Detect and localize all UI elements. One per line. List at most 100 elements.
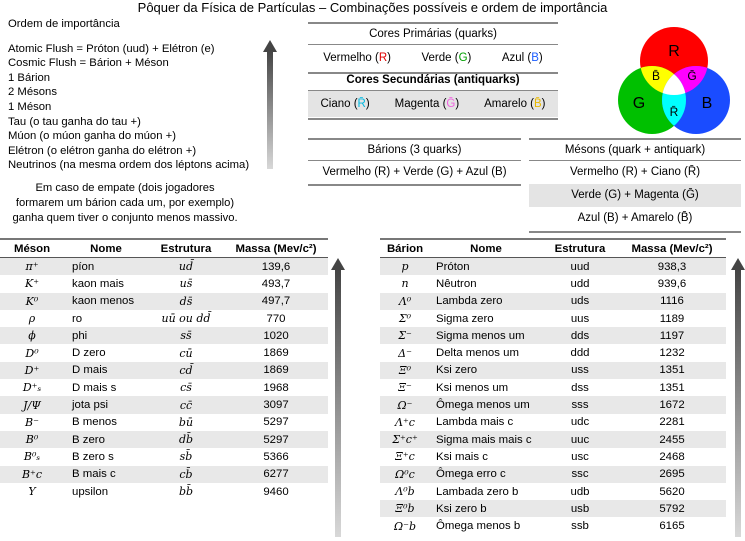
venn-label-gbar: Ḡ bbox=[687, 69, 696, 83]
baryon-structure: uud bbox=[542, 257, 618, 276]
baryon-symbol: Ω⁰c bbox=[380, 465, 430, 483]
baryon-row: Ω⁻ Ômega menos um sss 1672 bbox=[380, 396, 726, 414]
baryon-symbol: Ξ⁰ bbox=[380, 361, 430, 380]
meson-name: B mais c bbox=[64, 465, 148, 483]
meson-mass: 1869 bbox=[224, 361, 328, 380]
baryon-row: Ω⁻b Ômega menos b ssb 6165 bbox=[380, 517, 726, 534]
baryon-row: Λ⁰ Lambda zero uds 1116 bbox=[380, 292, 726, 310]
secondary-yellow: Amarelo (B̄) bbox=[484, 98, 546, 110]
baryon-symbol: Λ⁰ bbox=[380, 292, 430, 310]
secondary-magenta: Magenta (Ḡ) bbox=[394, 98, 460, 110]
baryon-name: Ksi mais c bbox=[436, 450, 488, 463]
meson-row: B⁺c B mais c cb̄ 6277 bbox=[0, 465, 328, 483]
baryon-structure: sss bbox=[542, 396, 618, 414]
meson-structure: cs̄ bbox=[180, 381, 192, 395]
meson-mass: 1968 bbox=[263, 381, 289, 394]
venn-white-center bbox=[662, 66, 686, 95]
primary-green: Verde (G) bbox=[421, 52, 472, 64]
baryon-structure: ddd bbox=[570, 347, 590, 360]
baryon-name: Ksi menos um bbox=[436, 381, 509, 394]
importance-arrow-shaft bbox=[267, 51, 273, 169]
baryon-structure: ssc bbox=[542, 465, 618, 483]
meson-combo-2: Verde (G) + Magenta (Ḡ) bbox=[529, 184, 741, 207]
meson-row: B⁰ B zero db̄ 5297 bbox=[0, 430, 328, 449]
ranking-item: Atomic Flush = Próton (uud) + Elétron (e… bbox=[8, 42, 215, 55]
baryon-mass: 1351 bbox=[659, 381, 685, 394]
baryon-symbol: Ω⁻b bbox=[394, 519, 416, 533]
baryon-name: Sigma mais mais c bbox=[430, 430, 542, 449]
primary-colors-title: Cores Primárias (quarks) bbox=[308, 24, 558, 45]
baryon-name: Próton bbox=[430, 257, 542, 276]
meson-mass-arrow-shaft bbox=[335, 269, 341, 537]
baryon-header-symbol: Bárion bbox=[380, 238, 430, 258]
meson-structure: ud̄ bbox=[148, 257, 224, 276]
baryon-mass: 939,6 bbox=[657, 277, 687, 290]
baryon-mass: 2695 bbox=[618, 465, 726, 483]
ranking-item: 1 Méson bbox=[8, 100, 52, 113]
meson-structure: cd̄ bbox=[148, 361, 224, 380]
meson-symbol: B⁻ bbox=[25, 415, 39, 429]
meson-row: π⁺ píon ud̄ 139,6 bbox=[0, 257, 328, 276]
baryon-mass: 2455 bbox=[618, 430, 726, 449]
meson-name: B zero bbox=[64, 430, 148, 449]
meson-name: ro bbox=[72, 312, 83, 325]
baryon-name: Lambada zero b bbox=[436, 485, 519, 498]
baryon-row: Ξ⁰ Ksi zero uss 1351 bbox=[380, 361, 726, 380]
meson-row: B⁻ B menos bū 5297 bbox=[0, 414, 328, 431]
baryon-mass-arrow-icon bbox=[731, 258, 745, 270]
meson-structure: uū ou dd̄ bbox=[161, 312, 211, 326]
secondary-colors-title: Cores Secundárias (antiquarks) bbox=[308, 70, 558, 91]
meson-symbol: B⁰ bbox=[0, 430, 64, 449]
baryon-symbol: Ξ⁻ bbox=[398, 381, 412, 395]
meson-header-symbol: Méson bbox=[0, 238, 64, 258]
meson-mass: 9460 bbox=[263, 485, 289, 498]
meson-mass: 1869 bbox=[263, 347, 289, 360]
meson-header-name: Nome bbox=[64, 238, 148, 258]
meson-name: D mais s bbox=[72, 381, 117, 394]
venn-label-rbar: R̄ bbox=[670, 105, 679, 119]
baryon-name: Ômega menos um bbox=[430, 396, 542, 414]
baryon-header-name: Nome bbox=[430, 238, 542, 258]
primary-blue: Azul (B) bbox=[501, 52, 543, 64]
meson-row: K⁺ kaon mais us̄ 493,7 bbox=[0, 275, 328, 292]
meson-row: K⁰ kaon menos ds̄ 497,7 bbox=[0, 292, 328, 310]
meson-symbol: B⁺c bbox=[0, 465, 64, 483]
ranking-item: Elétron (o elétron ganha do elétron +) bbox=[8, 144, 197, 157]
secondary-colors-box: Cores Secundárias (antiquarks) Ciano (R̄… bbox=[308, 70, 558, 120]
baryon-combo-box: Bárions (3 quarks) Vermelho (R) + Verde … bbox=[308, 138, 521, 186]
baryon-name: Delta menos um bbox=[436, 347, 519, 360]
baryon-row: Ξ⁻ Ksi menos um dss 1351 bbox=[380, 379, 726, 396]
meson-structure: cc̄ bbox=[148, 396, 224, 414]
meson-structure: ss̄ bbox=[148, 327, 224, 345]
baryon-name: Nêutron bbox=[436, 277, 477, 290]
baryon-row: Σ⁰ Sigma zero uus 1189 bbox=[380, 310, 726, 327]
baryon-mass: 5620 bbox=[659, 485, 685, 498]
baryon-symbol: Λ⁰b bbox=[395, 485, 415, 498]
meson-structure: ds̄ bbox=[148, 292, 224, 310]
venn-label-bbar: B̄ bbox=[652, 69, 660, 83]
baryon-mass: 5792 bbox=[618, 500, 726, 518]
baryon-combo-value: Vermelho (R) + Verde (G) + Azul (B) bbox=[322, 166, 507, 178]
baryon-table: Bárion Nome Estrutura Massa (Mev/c²) p Pr… bbox=[380, 238, 726, 535]
meson-symbol: J/Ψ bbox=[0, 396, 64, 414]
meson-mass: 1020 bbox=[224, 327, 328, 345]
meson-symbol: π⁺ bbox=[0, 257, 64, 276]
baryon-mass: 2468 bbox=[659, 450, 685, 463]
primary-colors-box: Cores Primárias (quarks) Vermelho (R) Ve… bbox=[308, 22, 558, 74]
meson-row: ρ ro uū ou dd̄ 770 bbox=[0, 310, 328, 327]
meson-name: kaon mais bbox=[72, 277, 124, 290]
primary-red: Vermelho (R) bbox=[323, 52, 392, 64]
meson-mass: 5366 bbox=[263, 450, 289, 463]
baryon-mass: 2281 bbox=[659, 416, 685, 429]
color-venn-diagram: R G B B̄ Ḡ R̄ bbox=[618, 27, 730, 134]
meson-combo-box: Mésons (quark + antiquark) Vermelho (R) … bbox=[529, 138, 741, 233]
meson-row: J/Ψ jota psi cc̄ 3097 bbox=[0, 396, 328, 414]
meson-mass: 6277 bbox=[224, 465, 328, 483]
baryon-symbol: Δ⁻ bbox=[398, 346, 412, 360]
ranking-list: Ordem de importância Atomic Flush = Prót… bbox=[8, 17, 249, 173]
meson-row: D⁺ₛ D mais s cs̄ 1968 bbox=[0, 379, 328, 396]
meson-name: D mais bbox=[64, 361, 148, 380]
meson-symbol: D⁰ bbox=[25, 346, 39, 360]
meson-name: jota psi bbox=[64, 396, 148, 414]
